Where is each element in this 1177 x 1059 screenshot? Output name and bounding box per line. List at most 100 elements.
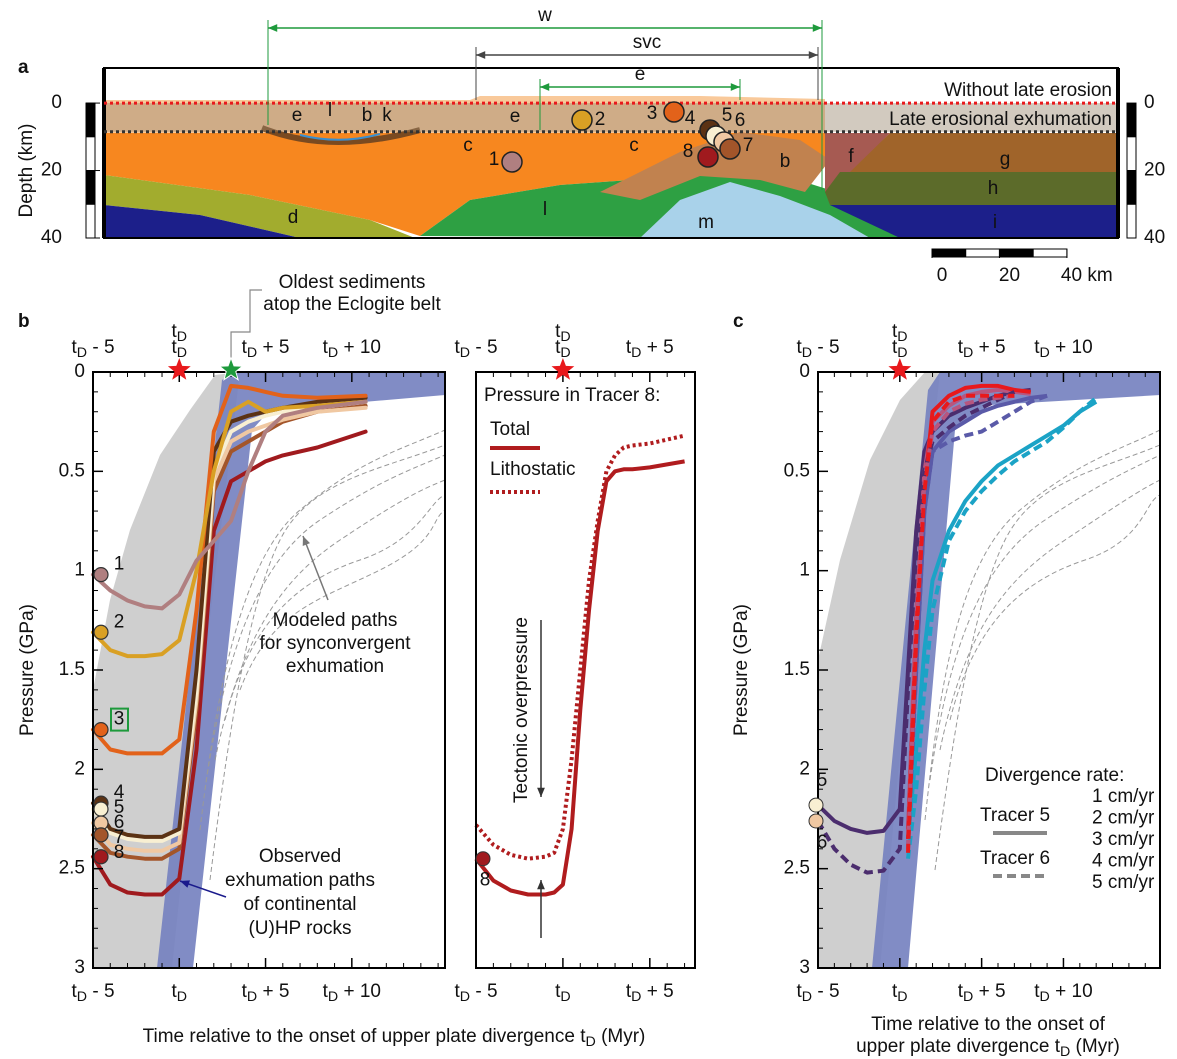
unit-label: h <box>988 178 999 199</box>
legend-title: Pressure in Tracer 8: <box>484 385 660 406</box>
tracer-label: 5 <box>817 770 828 791</box>
arrow-head <box>268 24 278 32</box>
depth-bar <box>85 203 96 239</box>
level-label: Late erosional exhumation <box>889 109 1112 130</box>
unit-label: m <box>698 212 714 233</box>
start-dot <box>93 827 109 843</box>
unit-label: e <box>510 106 521 127</box>
x-tick-label: tD - 5 <box>796 981 839 1005</box>
modeled-path <box>239 509 446 691</box>
y-tick-label: 20 <box>41 160 62 181</box>
unit-label: k <box>382 105 392 126</box>
tracer-label: 2 <box>595 109 606 130</box>
annotation: for synconvergent <box>259 633 411 654</box>
basin-water <box>299 133 381 141</box>
y-tick-label: 20 <box>1144 160 1165 181</box>
legend-label: 3 cm/yr <box>1092 829 1155 850</box>
arrow-head <box>180 880 190 888</box>
span-label: svc <box>633 32 662 53</box>
tracer-path <box>91 399 368 611</box>
tracer-label: 3 <box>114 709 125 730</box>
y-tick-label: 1 <box>799 560 810 581</box>
erosion-band <box>104 103 1118 132</box>
tracer-label: 7 <box>743 135 754 156</box>
start-dot <box>93 801 109 817</box>
legend-label: 2 cm/yr <box>1092 808 1155 829</box>
tracer-dot <box>571 109 593 131</box>
y-tick-label: 1.5 <box>784 659 810 680</box>
rock-unit <box>640 182 870 238</box>
scale-bar <box>1032 248 1068 258</box>
y-tick-label: 40 <box>41 227 62 248</box>
x-tick-label: tD + 10 <box>323 337 381 361</box>
rock-unit <box>104 96 825 135</box>
tracer-label: 1 <box>114 554 125 575</box>
unit-label: g <box>1000 149 1011 170</box>
legend-label: Tracer 5 <box>980 805 1050 826</box>
x-tick-label: tD + 5 <box>958 981 1006 1005</box>
tracer-label: 8 <box>480 870 491 891</box>
tracer-label: 2 <box>114 611 125 632</box>
plot-frame <box>475 371 696 969</box>
tracer-label: 7 <box>114 827 125 848</box>
arrow-head <box>808 51 818 59</box>
rock-unit <box>850 133 1118 172</box>
tracer-label: 8 <box>114 842 125 863</box>
y-tick-label: 0 <box>74 361 85 382</box>
tracer-dot <box>663 101 685 123</box>
tD-label: tD <box>171 321 187 345</box>
modeled-path <box>924 429 1161 821</box>
tracer-label: 5 <box>114 797 125 818</box>
arrow-head <box>812 24 822 32</box>
modeled-path <box>224 494 446 721</box>
x-tick-label: tD - 5 <box>796 337 839 361</box>
span-label: w <box>537 5 552 26</box>
scale-bar <box>998 248 1034 258</box>
arrow-head <box>476 51 486 59</box>
sediment-star <box>218 356 244 381</box>
unit-label: i <box>993 212 997 233</box>
x-tick-label: tD + 10 <box>323 981 381 1005</box>
modeled-path <box>949 494 1161 721</box>
y-tick-label: 3 <box>799 957 810 978</box>
unit-label: l <box>543 199 547 220</box>
tD-star <box>551 358 575 380</box>
depth-bar <box>85 170 96 205</box>
y-tick-label: 0 <box>1144 92 1155 113</box>
unit-label: e <box>292 105 303 126</box>
x-tick-label: tD + 5 <box>242 981 290 1005</box>
tracer-label: 6 <box>735 110 746 131</box>
annotation: Modeled paths <box>273 610 398 631</box>
tracer-path <box>906 400 1098 840</box>
start-dot <box>93 567 109 583</box>
y-tick-label: 2 <box>74 758 85 779</box>
y-tick-label: 2.5 <box>784 858 810 879</box>
y-tick-label: 2.5 <box>59 858 85 879</box>
depth-bar <box>1126 203 1137 239</box>
x-tick-label: tD + 10 <box>1034 337 1092 361</box>
x-axis-label: Time relative to the onset of upper plat… <box>143 1026 646 1050</box>
y-axis-label: Pressure (GPa) <box>731 604 752 736</box>
modeled-path <box>204 454 446 791</box>
scale-label: 40 km <box>1061 265 1113 286</box>
level-label: Without late erosion <box>944 80 1112 101</box>
y-axis-label: Depth (km) <box>16 124 37 218</box>
annotation: Observed <box>259 846 341 867</box>
panel-label: b <box>18 311 30 332</box>
tracer-label: 1 <box>489 149 500 170</box>
tD-label: tD <box>892 321 908 345</box>
sediment-note: Oldest sediments <box>279 272 426 293</box>
panel-label: a <box>18 57 29 78</box>
tracer-path <box>91 399 368 659</box>
unit-label: c <box>463 135 473 156</box>
rock-unit <box>825 172 1118 205</box>
span-label: e <box>635 64 646 85</box>
tD-star <box>888 358 912 380</box>
legend-label: Lithostatic <box>490 459 576 480</box>
pressure-path <box>474 459 685 897</box>
rock-unit <box>104 205 300 238</box>
observed-band <box>872 372 1160 968</box>
depth-bar <box>85 136 96 172</box>
y-tick-label: 1 <box>74 560 85 581</box>
